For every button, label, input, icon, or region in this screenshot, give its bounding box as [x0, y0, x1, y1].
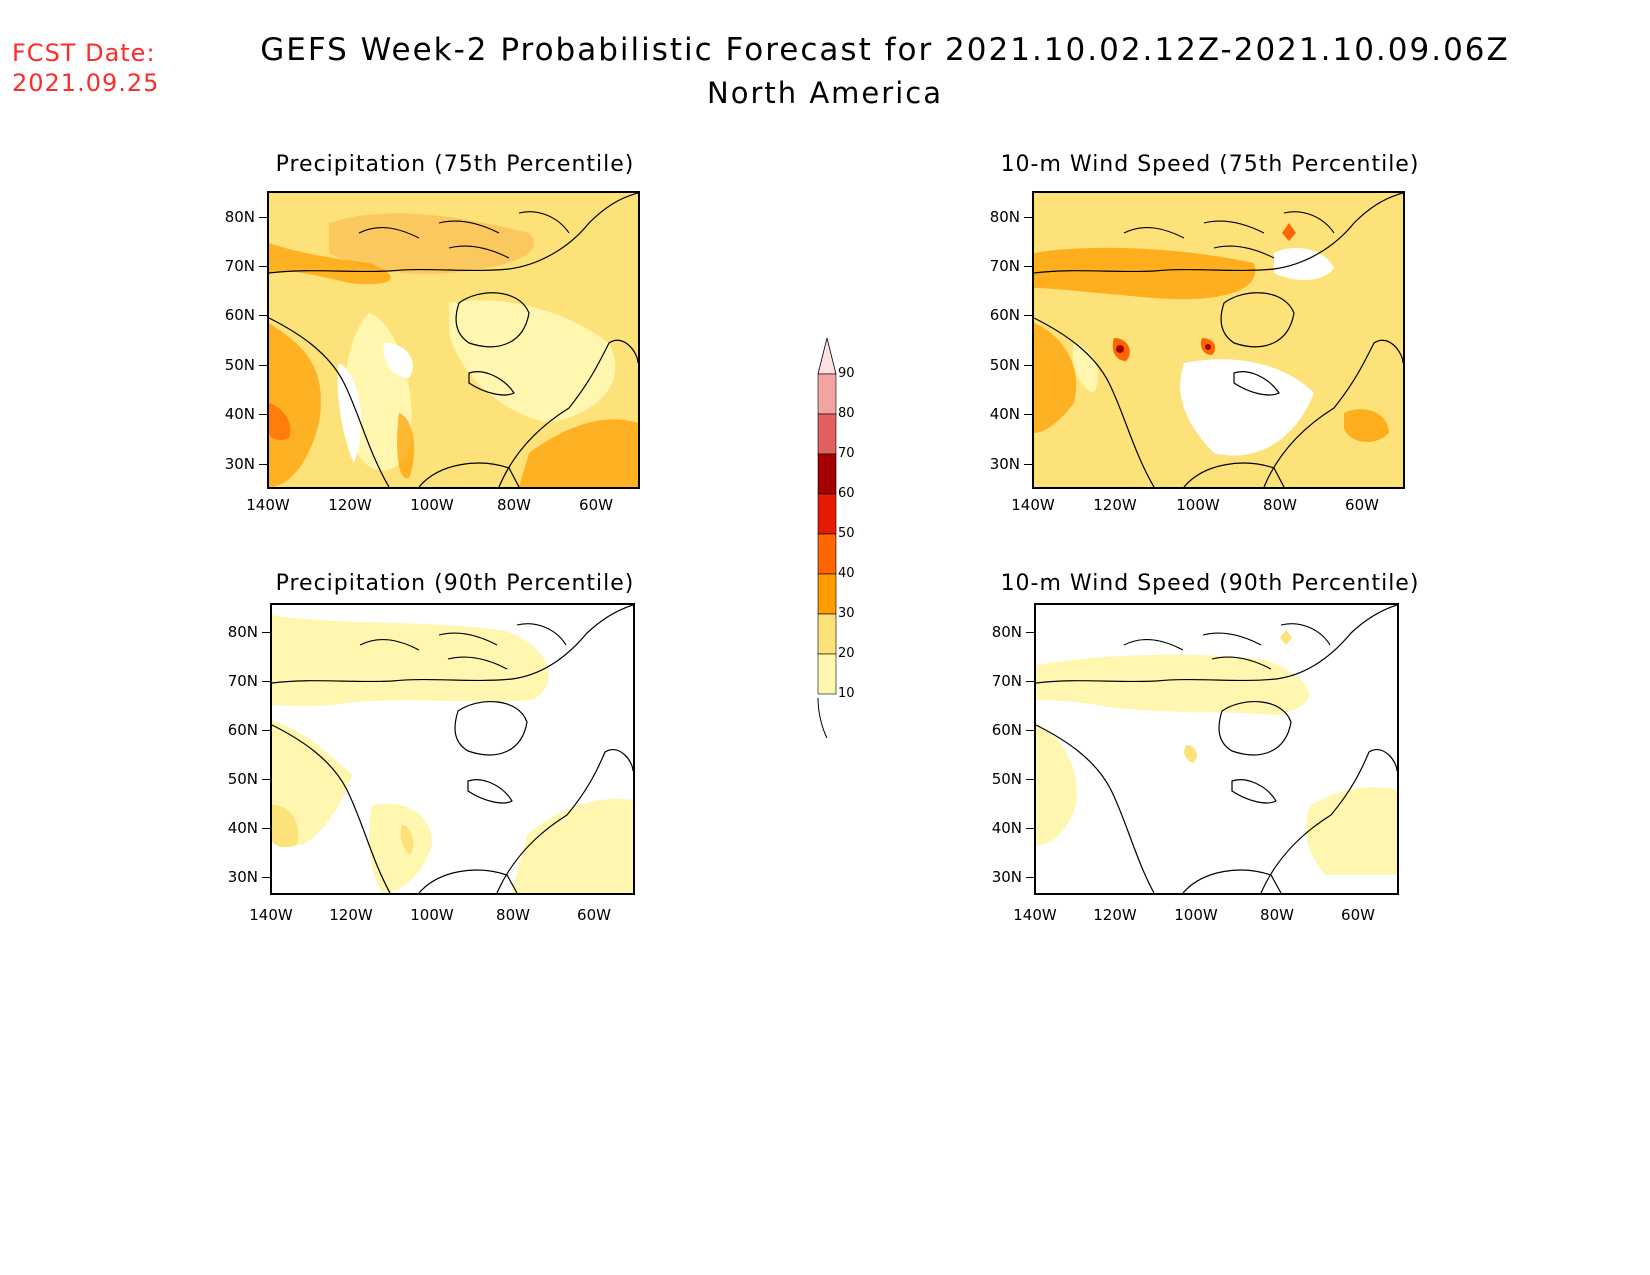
lon-label: 140W: [249, 906, 293, 924]
lon-label: 80W: [1263, 496, 1297, 514]
lon-label: 120W: [1093, 496, 1137, 514]
lon-label: 60W: [579, 496, 613, 514]
fcst-date-block: FCST Date: 2021.09.25: [12, 38, 159, 98]
fcst-date-value: 2021.09.25: [12, 69, 160, 97]
map-precip-90: [270, 603, 635, 895]
page-title: GEFS Week-2 Probabilistic Forecast for 2…: [260, 32, 1510, 68]
lat-label: 50N: [218, 770, 270, 788]
colorbar-level-label: 10: [838, 686, 855, 701]
colorbar-level-label: 40: [838, 566, 855, 581]
lon-label: 60W: [577, 906, 611, 924]
lon-label: 120W: [328, 496, 372, 514]
lat-label: 60N: [982, 721, 1034, 739]
lat-label: 80N: [982, 623, 1034, 641]
map-wind-75: [1032, 191, 1405, 489]
panel-title-precip-90: Precipitation (90th Percentile): [275, 571, 635, 596]
lat-label: 40N: [982, 819, 1034, 837]
colorbar-swatch: [817, 613, 837, 655]
panel-title-precip-75: Precipitation (75th Percentile): [275, 152, 635, 177]
map-precip-75: [267, 191, 640, 489]
lon-label: 80W: [1260, 906, 1294, 924]
lat-label: 30N: [218, 868, 270, 886]
colorbar-swatch: [817, 653, 837, 695]
lon-label: 100W: [410, 906, 454, 924]
colorbar-level-label: 20: [838, 646, 855, 661]
lat-label: 70N: [980, 257, 1032, 275]
fcst-date-label: FCST Date:: [12, 39, 156, 67]
colorbar-level-label: 80: [838, 406, 855, 421]
lat-label: 50N: [980, 356, 1032, 374]
colorbar-swatch: [817, 413, 837, 455]
colorbar-top-arrow: [817, 338, 837, 375]
lat-label: 70N: [982, 672, 1034, 690]
colorbar-swatch: [817, 533, 837, 575]
lat-label: 40N: [215, 405, 267, 423]
lat-label: 60N: [215, 306, 267, 324]
colorbar-level-label: 50: [838, 526, 855, 541]
lon-label: 60W: [1345, 496, 1379, 514]
lat-label: 40N: [218, 819, 270, 837]
lon-label: 100W: [1174, 906, 1218, 924]
lat-label: 70N: [215, 257, 267, 275]
lat-label: 30N: [980, 455, 1032, 473]
page-subtitle: North America: [707, 76, 943, 110]
lat-label: 40N: [980, 405, 1032, 423]
lat-label: 60N: [218, 721, 270, 739]
lon-label: 60W: [1341, 906, 1375, 924]
lat-label: 60N: [980, 306, 1032, 324]
lat-label: 50N: [982, 770, 1034, 788]
panel-title-wind-90: 10-m Wind Speed (90th Percentile): [1000, 571, 1420, 596]
lat-label: 80N: [218, 623, 270, 641]
lon-label: 80W: [497, 496, 531, 514]
lat-label: 30N: [215, 455, 267, 473]
lon-label: 140W: [1011, 496, 1055, 514]
lon-label: 120W: [329, 906, 373, 924]
colorbar-swatch: [817, 453, 837, 495]
lat-label: 80N: [215, 208, 267, 226]
lat-label: 50N: [215, 356, 267, 374]
lon-label: 140W: [1013, 906, 1057, 924]
colorbar-level-label: 70: [838, 446, 855, 461]
colorbar-level-label: 90: [838, 366, 855, 381]
colorbar: [817, 338, 837, 738]
lat-label: 30N: [982, 868, 1034, 886]
lon-label: 80W: [496, 906, 530, 924]
colorbar-bottom-arrow: [817, 697, 828, 738]
lon-label: 140W: [246, 496, 290, 514]
lat-label: 80N: [980, 208, 1032, 226]
colorbar-swatch: [817, 493, 837, 535]
lon-label: 100W: [410, 496, 454, 514]
colorbar-level-label: 30: [838, 606, 855, 621]
colorbar-swatch: [817, 373, 837, 415]
colorbar-level-label: 60: [838, 486, 855, 501]
lon-label: 120W: [1093, 906, 1137, 924]
map-wind-90: [1034, 603, 1399, 895]
colorbar-swatch: [817, 573, 837, 615]
lon-label: 100W: [1176, 496, 1220, 514]
panel-title-wind-75: 10-m Wind Speed (75th Percentile): [1000, 152, 1420, 177]
lat-label: 70N: [218, 672, 270, 690]
